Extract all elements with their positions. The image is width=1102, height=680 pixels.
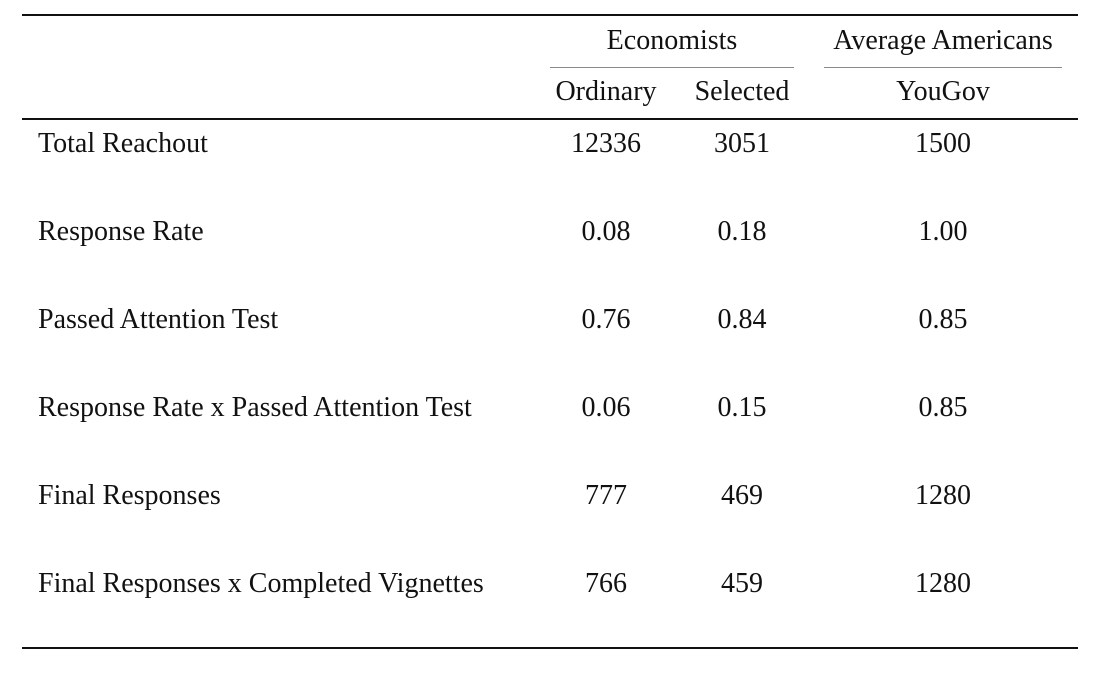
cell-selected: 0.84 xyxy=(717,304,767,335)
cell-selected: 3051 xyxy=(714,128,770,159)
cell-yougov: 0.85 xyxy=(918,392,968,423)
average-americans-underline xyxy=(824,67,1062,68)
cell-ordinary: 777 xyxy=(585,480,627,511)
cell-yougov: 1500 xyxy=(915,128,971,159)
cell-selected: 459 xyxy=(721,568,763,599)
header-yougov: YouGov xyxy=(896,76,990,107)
row-label: Response Rate x Passed Attention Test xyxy=(38,392,472,423)
header-economists: Economists xyxy=(606,25,738,56)
row-label: Passed Attention Test xyxy=(38,304,279,335)
cell-selected: 469 xyxy=(721,480,763,511)
row-label: Response Rate xyxy=(38,216,204,247)
cell-ordinary: 0.76 xyxy=(581,304,631,335)
row-label: Final Responses x Completed Vignettes xyxy=(38,568,484,599)
cell-ordinary: 0.06 xyxy=(581,392,631,423)
top-rule xyxy=(22,14,1078,16)
row-label: Total Reachout xyxy=(38,128,208,159)
header-rule xyxy=(22,118,1078,120)
row-label: Final Responses xyxy=(38,480,221,511)
cell-yougov: 1280 xyxy=(915,568,971,599)
header-selected: Selected xyxy=(694,76,790,107)
cell-ordinary: 0.08 xyxy=(581,216,631,247)
cell-selected: 0.18 xyxy=(717,216,767,247)
economists-underline xyxy=(550,67,794,68)
cell-selected: 0.15 xyxy=(717,392,767,423)
cell-ordinary: 12336 xyxy=(571,128,641,159)
bottom-rule xyxy=(22,647,1078,649)
cell-yougov: 1280 xyxy=(915,480,971,511)
cell-ordinary: 766 xyxy=(585,568,627,599)
cell-yougov: 1.00 xyxy=(918,216,968,247)
cell-yougov: 0.85 xyxy=(918,304,968,335)
header-ordinary: Ordinary xyxy=(555,76,657,107)
header-average-americans: Average Americans xyxy=(833,25,1053,56)
